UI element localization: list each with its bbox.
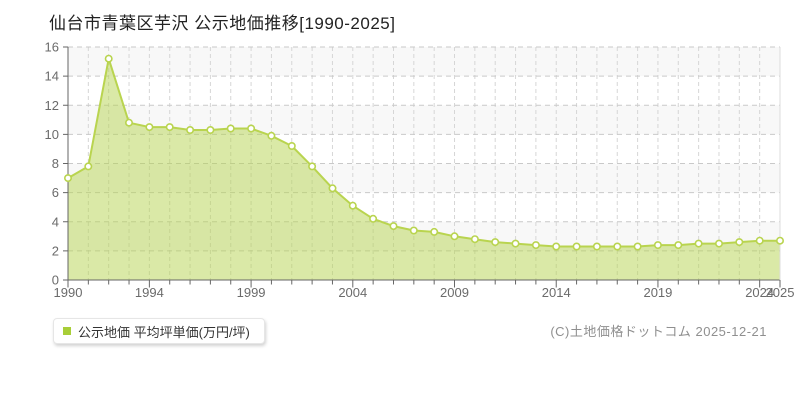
y-tick-label: 16 [45,40,59,55]
legend-square-icon [63,327,71,335]
price-trend-chart: 0 2 4 6 8 10 12 14 16 1990 1994 1999 2004 2009 2014 201… [45,40,795,301]
data-point [470,235,479,244]
copyright-text: (C)土地価格ドットコム 2025-12-21 [550,324,767,339]
y-tick-label: 0 [52,273,59,288]
data-point [348,201,357,210]
data-point [735,238,744,247]
data-point [430,227,439,236]
data-point [755,236,764,245]
x-tick-label: 1994 [135,285,164,300]
x-tick-label: 2019 [643,285,672,300]
x-tick-label: 1999 [237,285,266,300]
data-point [572,242,581,251]
y-tick-label: 6 [52,185,59,200]
data-point [186,126,195,135]
data-point [84,162,93,171]
x-tick-label: 2024 [745,285,774,300]
plot-band [68,47,780,77]
data-point [531,241,540,250]
data-point [125,118,134,127]
data-point [308,162,317,171]
data-point [389,222,398,231]
data-point [104,54,113,63]
data-point [64,174,73,183]
data-point [165,123,174,132]
data-point [552,242,561,251]
x-tick-label: 1990 [54,285,83,300]
price-area [68,58,780,281]
x-tick-label: 2004 [338,285,367,300]
y-tick-label: 4 [52,214,59,229]
data-point [775,236,784,245]
data-point [450,232,459,241]
y-tick-label: 2 [52,243,59,258]
x-tick-label: 2009 [440,285,469,300]
data-point [287,142,296,151]
y-tick-label: 10 [45,127,59,142]
data-point [653,241,662,250]
y-tick-label: 14 [45,69,59,84]
data-point [694,239,703,248]
x-tick-label: 2014 [542,285,571,300]
data-point [511,239,520,248]
data-point [145,123,154,132]
data-point [369,214,378,223]
data-point [328,184,337,193]
data-point [592,242,601,251]
legend-label: 公示地価 平均坪単価(万円/坪) [78,324,250,340]
legend: 公示地価 平均坪単価(万円/坪) [53,318,265,344]
data-point [267,131,276,140]
data-point [247,124,256,133]
data-point [409,226,418,235]
y-tick-label: 12 [45,98,59,113]
data-point [491,238,500,247]
data-point [674,241,683,250]
x-tick-label: 2025 [766,285,795,300]
data-point [714,239,723,248]
data-point [613,242,622,251]
page-title: 仙台市青葉区芋沢 公示地価推移[1990-2025] [49,14,396,33]
data-point [206,126,215,135]
data-point [226,124,235,133]
data-point [633,242,642,251]
y-tick-label: 8 [52,156,59,171]
